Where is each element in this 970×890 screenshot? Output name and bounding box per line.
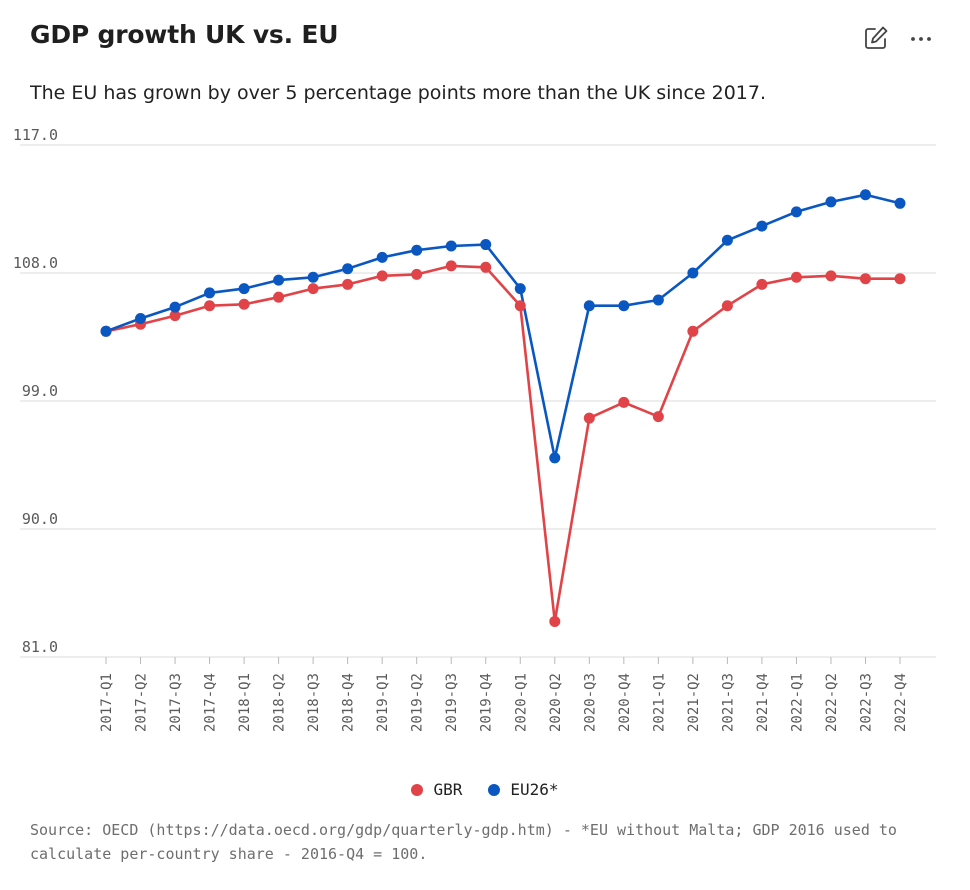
- data-point-gbr[interactable]: [618, 396, 630, 408]
- data-point-eu26[interactable]: [100, 325, 112, 337]
- data-point-gbr[interactable]: [238, 298, 250, 310]
- data-point-gbr[interactable]: [342, 278, 354, 290]
- data-point-gbr[interactable]: [273, 291, 285, 303]
- data-point-gbr[interactable]: [894, 273, 906, 285]
- source-note: Source: OECD (https://data.oecd.org/gdp/…: [30, 821, 897, 863]
- data-point-eu26[interactable]: [687, 267, 699, 279]
- x-tick-label: 2018-Q3: [306, 673, 322, 732]
- data-point-gbr[interactable]: [583, 412, 595, 424]
- y-tick-label: 117.0: [13, 126, 58, 144]
- x-tick-label: 2021-Q4: [755, 673, 771, 732]
- data-point-eu26[interactable]: [721, 234, 733, 246]
- gridlines: [20, 144, 936, 658]
- x-tick-label: 2021-Q2: [686, 673, 702, 732]
- more-options-icon[interactable]: [906, 24, 936, 52]
- chart-title: GDP growth UK vs. EU: [30, 20, 339, 49]
- x-tick-label: 2020-Q4: [617, 673, 633, 732]
- x-tick-label: 2022-Q4: [893, 673, 909, 732]
- x-tick-label: 2017-Q1: [99, 673, 115, 732]
- data-point-gbr[interactable]: [307, 283, 319, 295]
- data-point-eu26[interactable]: [445, 240, 457, 252]
- y-tick-label: 90.0: [22, 510, 58, 528]
- data-point-eu26[interactable]: [342, 263, 354, 275]
- x-tick-label: 2020-Q1: [513, 673, 529, 732]
- series-lines: [105, 193, 901, 623]
- data-point-gbr[interactable]: [859, 273, 871, 285]
- data-point-eu26[interactable]: [307, 271, 319, 283]
- x-tick-label: 2019-Q1: [375, 673, 391, 732]
- x-tick-label: 2019-Q2: [410, 673, 426, 732]
- x-tick-label: 2021-Q1: [651, 673, 667, 732]
- x-tick-label: 2017-Q2: [134, 673, 150, 732]
- legend-label-gbr: GBR: [433, 780, 463, 799]
- data-point-eu26[interactable]: [618, 300, 630, 312]
- data-point-eu26[interactable]: [514, 283, 526, 295]
- data-point-gbr[interactable]: [549, 615, 561, 627]
- series-line-eu26: [105, 193, 901, 460]
- x-tick-label: 2022-Q1: [789, 673, 805, 732]
- x-tick-label: 2020-Q2: [548, 673, 564, 732]
- data-point-gbr[interactable]: [411, 268, 423, 280]
- legend-item-gbr[interactable]: GBR: [411, 780, 462, 799]
- data-point-gbr[interactable]: [445, 260, 457, 272]
- data-point-gbr[interactable]: [652, 411, 664, 423]
- data-point-eu26[interactable]: [652, 294, 664, 306]
- x-tick-label: 2020-Q3: [582, 673, 598, 732]
- x-tick-label: 2017-Q3: [168, 673, 184, 732]
- data-point-gbr[interactable]: [721, 300, 733, 312]
- series-points: [100, 189, 906, 627]
- x-tick-label: 2018-Q4: [341, 673, 357, 732]
- data-point-eu26[interactable]: [894, 197, 906, 209]
- x-tick-label: 2019-Q4: [479, 673, 495, 732]
- legend-dot-gbr: [411, 783, 424, 796]
- data-point-gbr[interactable]: [169, 310, 181, 322]
- data-point-eu26[interactable]: [169, 301, 181, 313]
- data-point-eu26[interactable]: [411, 244, 423, 256]
- data-point-eu26[interactable]: [238, 283, 250, 295]
- data-point-eu26[interactable]: [756, 220, 768, 232]
- x-tick-label: 2021-Q3: [720, 673, 736, 732]
- x-tick-label: 2018-Q1: [237, 673, 253, 732]
- data-point-eu26[interactable]: [135, 313, 147, 325]
- data-point-gbr[interactable]: [825, 270, 837, 282]
- data-point-eu26[interactable]: [549, 452, 561, 464]
- legend-item-eu26[interactable]: EU26*: [488, 780, 559, 799]
- data-point-gbr[interactable]: [376, 270, 388, 282]
- data-point-gbr[interactable]: [687, 325, 699, 337]
- chart-subtitle: The EU has grown by over 5 percentage po…: [30, 82, 767, 104]
- y-tick-label: 81.0: [22, 638, 58, 656]
- legend-dot-eu26: [488, 783, 501, 796]
- y-axis-ticks: 117.0 108.0 99.0 90.0 81.0: [13, 126, 58, 656]
- data-point-eu26[interactable]: [273, 274, 285, 286]
- x-axis-ticks: 2017-Q1 2017-Q2 2017-Q3 2017-Q4 2018-Q1 2018-…: [99, 657, 909, 732]
- data-point-eu26[interactable]: [480, 239, 492, 251]
- chart-legend: GBR EU26*: [0, 780, 970, 799]
- data-point-gbr[interactable]: [756, 278, 768, 290]
- data-point-gbr[interactable]: [204, 300, 216, 312]
- edit-icon[interactable]: [862, 24, 890, 52]
- series-line-gbr: [105, 264, 900, 623]
- legend-label-eu26: EU26*: [510, 780, 559, 799]
- y-tick-label: 108.0: [13, 254, 58, 272]
- data-point-eu26[interactable]: [825, 196, 837, 208]
- data-point-gbr[interactable]: [480, 261, 492, 273]
- data-point-gbr[interactable]: [514, 300, 526, 312]
- x-tick-label: 2022-Q3: [858, 673, 874, 732]
- x-tick-label: 2019-Q3: [444, 673, 460, 732]
- y-tick-label: 99.0: [22, 382, 58, 400]
- data-point-eu26[interactable]: [859, 189, 871, 201]
- x-tick-label: 2018-Q2: [272, 673, 288, 732]
- x-tick-label: 2022-Q2: [824, 673, 840, 732]
- data-point-gbr[interactable]: [790, 271, 802, 283]
- data-point-eu26[interactable]: [204, 287, 216, 299]
- data-point-eu26[interactable]: [376, 251, 388, 263]
- data-point-eu26[interactable]: [583, 300, 595, 312]
- x-tick-label: 2017-Q4: [203, 673, 219, 732]
- data-point-eu26[interactable]: [790, 206, 802, 218]
